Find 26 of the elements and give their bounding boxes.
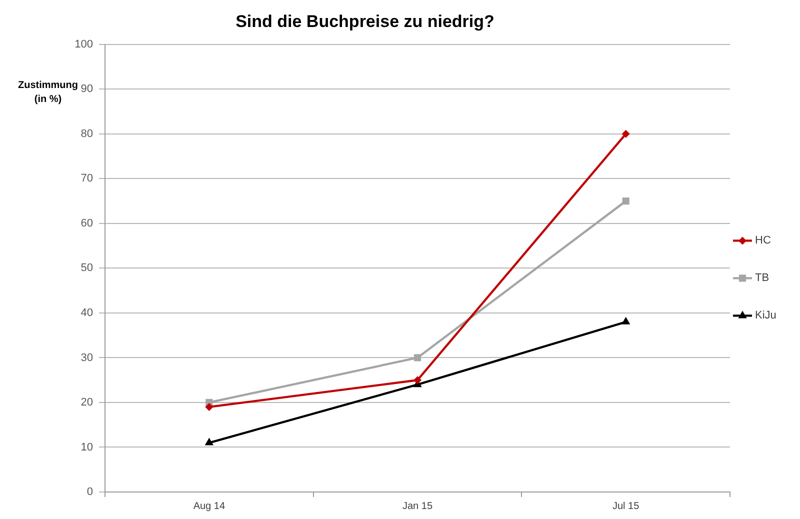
- y-axis-title: Zustimmung (in %): [18, 80, 78, 106]
- point: [622, 316, 630, 324]
- x-tick-label: Jan 15: [402, 500, 433, 512]
- y-tick-label: 70: [80, 172, 93, 185]
- legend-label: KiJu: [755, 310, 776, 322]
- point: [205, 402, 214, 411]
- y-tick-label: 20: [80, 396, 93, 409]
- point: [414, 376, 422, 384]
- point: [622, 130, 630, 138]
- y-tick-label: 60: [80, 217, 93, 230]
- x-tick-label: Aug 14: [193, 500, 226, 512]
- y-tick-label: 30: [80, 352, 93, 364]
- chart-title: Sind die Buchpreise zu niedrig?: [236, 12, 494, 31]
- y-tick-label: 10: [80, 441, 93, 454]
- x-tick-label: Jul 15: [612, 500, 640, 512]
- y-tick-label: 40: [80, 306, 93, 319]
- y-tick-label: 50: [80, 262, 93, 274]
- point: [414, 354, 422, 362]
- y-tick-label: 90: [80, 83, 93, 96]
- y-tick-label: 0: [86, 486, 93, 498]
- y-tick-label: 100: [74, 38, 93, 50]
- legend-label: HC: [755, 234, 771, 247]
- point: [622, 198, 630, 205]
- legend-label: TB: [755, 272, 770, 284]
- point: [204, 438, 214, 446]
- y-tick-label: 80: [80, 128, 93, 140]
